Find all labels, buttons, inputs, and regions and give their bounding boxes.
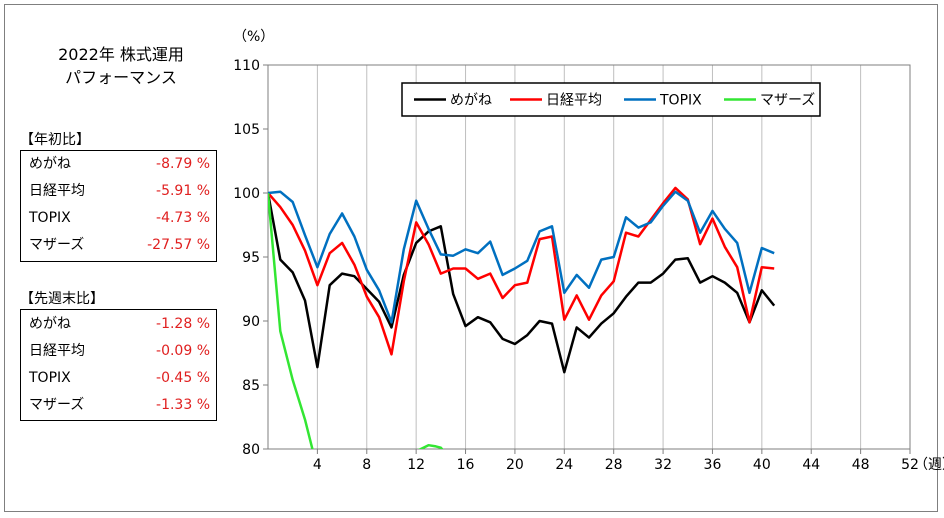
y-tick-label: 80 <box>242 442 260 458</box>
x-tick-label: 36 <box>704 457 722 473</box>
legend-label: めがね <box>450 93 492 109</box>
x-tick-label: 28 <box>605 457 623 473</box>
ytd-row: TOPIX -4.73 % <box>27 208 210 228</box>
series-line <box>268 192 776 374</box>
x-tick-label: 24 <box>555 457 573 473</box>
plot-area-border <box>267 64 911 450</box>
wow-name: めがね <box>29 316 71 332</box>
series-line <box>268 186 775 356</box>
x-tick-label: 12 <box>407 457 425 473</box>
wow-row: 日経平均 -0.09 % <box>27 341 210 361</box>
x-tick-label: 48 <box>852 457 870 473</box>
wow-row: めがね -1.28 % <box>27 314 210 334</box>
y-tick-label: 85 <box>242 378 260 394</box>
wow-row: TOPIX -0.45 % <box>27 368 210 388</box>
wow-value: -1.28 % <box>156 316 210 332</box>
x-tick-label: 16 <box>457 457 475 473</box>
y-tick-label: 105 <box>233 122 260 138</box>
legend-label: 日経平均 <box>546 93 602 109</box>
chart-frame <box>4 4 938 512</box>
ytd-name: めがね <box>29 156 71 172</box>
ytd-name: マザーズ <box>29 237 85 253</box>
y-tick-label: 95 <box>242 250 260 266</box>
wow-section-label: 【先週末比】 <box>20 291 104 307</box>
wow-value: -1.33 % <box>156 397 210 413</box>
y-unit-label: （%） <box>233 29 274 45</box>
series-group <box>268 192 776 374</box>
ytd-value: -8.79 % <box>156 156 210 172</box>
wow-name: TOPIX <box>29 370 71 386</box>
legend-label: マザーズ <box>760 93 815 109</box>
x-unit-label: （週） <box>914 457 944 473</box>
ytd-row: マザーズ -27.57 % <box>27 235 210 255</box>
x-tick-label: 44 <box>802 457 820 473</box>
wow-row: マザーズ -1.33 % <box>27 395 210 415</box>
x-tick-label: 40 <box>753 457 771 473</box>
wow-value: -0.09 % <box>156 343 210 359</box>
series-line <box>268 192 444 449</box>
panel-title-line1: 2022年 株式運用 <box>58 45 184 64</box>
ytd-value: -5.91 % <box>156 183 210 199</box>
wow-value: -0.45 % <box>156 370 210 386</box>
x-tick-label: 20 <box>506 457 524 473</box>
wow-table: めがね -1.28 % 日経平均 -0.09 % TOPIX -0.45 % マザーズ… <box>20 309 217 421</box>
wow-name: マザーズ <box>29 397 85 413</box>
y-tick-label: 90 <box>242 314 260 330</box>
ytd-row: 日経平均 -5.91 % <box>27 181 210 201</box>
ytd-value: -27.57 % <box>147 237 210 253</box>
series-line <box>268 190 775 324</box>
series-group <box>268 190 775 324</box>
ytd-table: めがね -8.79 % 日経平均 -5.91 % TOPIX -4.73 % マザーズ… <box>20 150 217 262</box>
x-tick-label: 52 <box>901 457 919 473</box>
ytd-value: -4.73 % <box>156 210 210 226</box>
wow-name: 日経平均 <box>29 343 85 359</box>
x-tick-label: 4 <box>313 457 322 473</box>
ytd-section-label: 【年初比】 <box>20 132 90 148</box>
series-group <box>268 186 775 356</box>
panel-title-line2: パフォーマンス <box>65 68 177 87</box>
x-tick-label: 32 <box>654 457 672 473</box>
ytd-row: めがね -8.79 % <box>27 154 210 174</box>
ytd-name: TOPIX <box>29 210 71 226</box>
y-tick-label: 100 <box>233 186 260 202</box>
legend-label: TOPIX <box>659 93 702 109</box>
y-tick-label: 110 <box>233 58 260 74</box>
ytd-name: 日経平均 <box>29 183 85 199</box>
series-group <box>268 192 444 449</box>
x-tick-label: 8 <box>362 457 371 473</box>
